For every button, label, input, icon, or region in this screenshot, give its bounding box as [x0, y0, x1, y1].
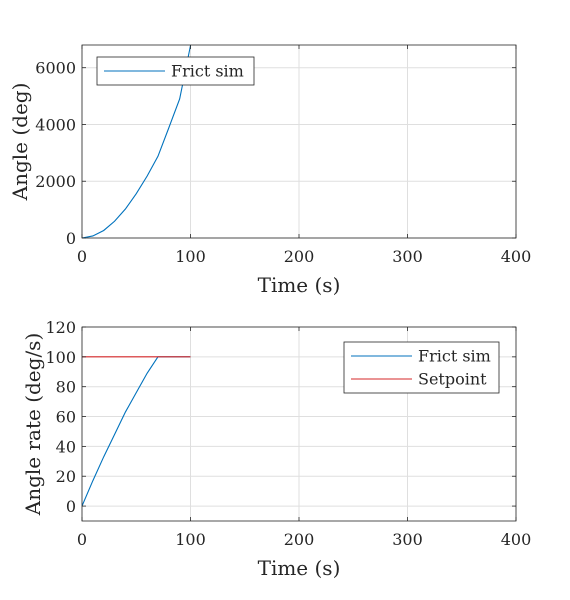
- x-tick-label: 200: [284, 247, 315, 266]
- legend-entry: Frict sim: [171, 62, 244, 81]
- y-tick-label: 60: [56, 408, 76, 427]
- y-tick-label: 100: [45, 348, 76, 367]
- y-tick-label: 0: [66, 497, 76, 516]
- y-tick-label: 120: [45, 318, 76, 337]
- x-tick-label: 100: [175, 247, 206, 266]
- legend: Frict sim: [96, 56, 255, 86]
- y-tick-label: 80: [56, 378, 76, 397]
- legend: Frict sim Setpoint: [343, 341, 500, 394]
- y-axis-label: Angle rate (deg/s): [21, 333, 45, 516]
- x-tick-label: 200: [284, 530, 315, 549]
- x-tick-label: 0: [77, 247, 87, 266]
- plot-2: 0 100 200 300 400 0 20 40 60 80 100 120 Time (s) Angl…: [21, 318, 531, 580]
- x-tick-label: 0: [77, 530, 87, 549]
- legend-box: [343, 341, 500, 394]
- y-tick-label: 2000: [35, 172, 76, 191]
- x-tick-label: 100: [175, 530, 206, 549]
- x-axis-label: Time (s): [258, 556, 341, 580]
- series-line-frict-sim: [82, 45, 192, 238]
- x-tick-label: 400: [501, 247, 532, 266]
- legend-entry: Frict sim: [418, 347, 491, 366]
- x-tick-label: 300: [392, 247, 423, 266]
- x-tick-label: 300: [392, 530, 423, 549]
- x-axis-label: Time (s): [258, 273, 341, 297]
- y-axis-label: Angle (deg): [8, 83, 32, 202]
- legend-entry: Setpoint: [418, 370, 487, 389]
- y-tick-label: 6000: [35, 59, 76, 78]
- y-tick-label: 40: [56, 437, 76, 456]
- y-tick-label: 20: [56, 467, 76, 486]
- y-tick-label: 4000: [35, 115, 76, 134]
- y-tick-label: 0: [66, 229, 76, 248]
- x-tick-label: 400: [501, 530, 532, 549]
